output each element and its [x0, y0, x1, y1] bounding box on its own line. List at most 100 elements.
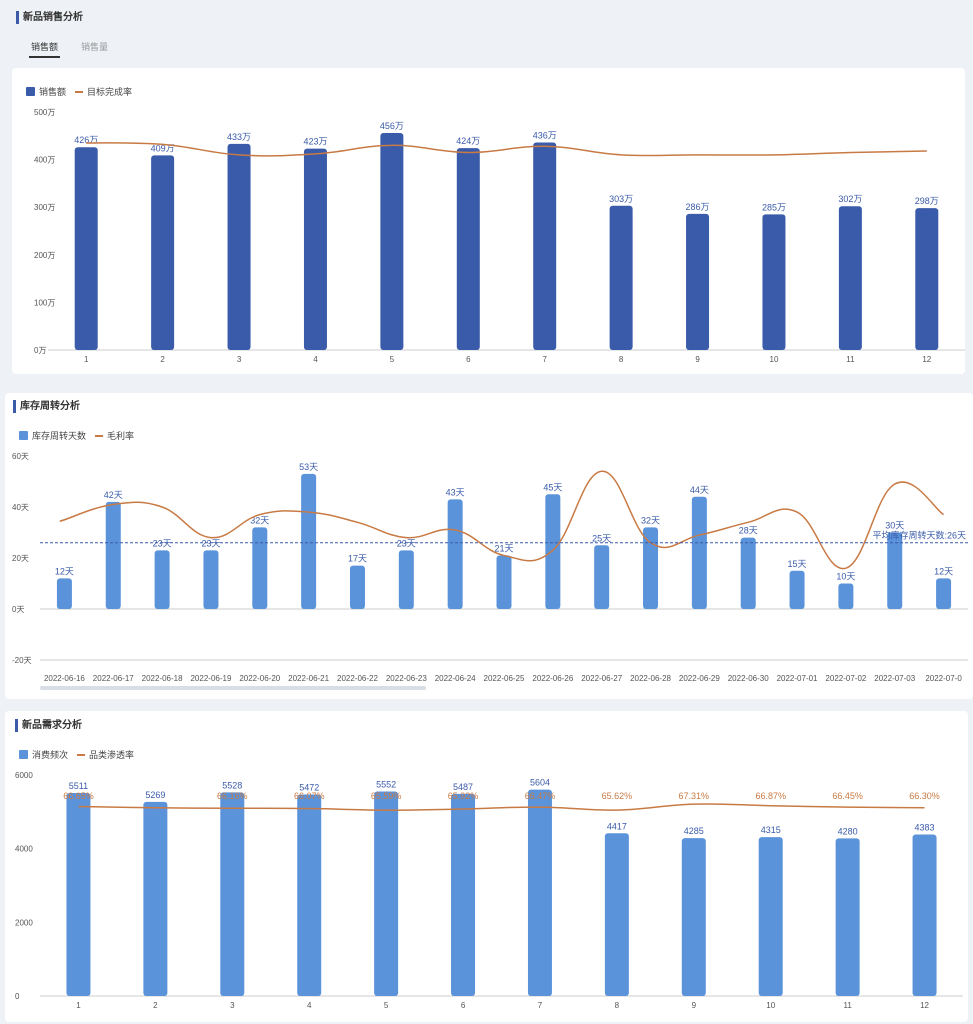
inventory-chart-card: 库存周转分析 库存周转天数 毛利率 60天 40天 20天 0天 -20天 12天 2022… [5, 393, 973, 699]
bar-data-label: 5269 [145, 790, 165, 800]
bar [66, 793, 91, 996]
bar [533, 142, 557, 350]
bar [838, 583, 854, 609]
line-data-label: 66.30% [909, 791, 940, 801]
line-data-label: 67.31% [679, 791, 710, 801]
bar-data-label: 44天 [690, 485, 709, 495]
bar-data-label: 456万 [380, 121, 404, 131]
line-data-label: 65.92% [448, 791, 479, 801]
bar-data-label: 4315 [761, 825, 781, 835]
sales-legend: 销售额 目标完成率 [26, 85, 132, 98]
line-data-label: 66.65% [63, 791, 94, 801]
sales-chart: 500万 400万 300万 200万 100万 0万 426万 1 409万 2 433万 3 423… [34, 108, 965, 364]
average-line-label: 平均库存周转天数:26天 [872, 530, 966, 541]
bar [681, 838, 706, 996]
x-tick-label: 2022-06-16 [44, 674, 85, 683]
line-data-label: 66.45% [832, 791, 863, 801]
bar-data-label: 15天 [788, 559, 807, 569]
bar-data-label: 436万 [533, 130, 557, 140]
bar [456, 148, 480, 350]
y-tick-label: -20天 [12, 656, 32, 665]
line-data-label: 65.59% [371, 791, 402, 801]
bar [527, 789, 552, 996]
inventory-chart: 60天 40天 20天 0天 -20天 12天 2022-06-16 42天 2022-06-1… [12, 452, 968, 683]
bar-data-label: 4417 [607, 821, 627, 831]
bar [105, 501, 121, 609]
bar [154, 550, 170, 609]
legend-line-label[interactable]: 目标完成率 [87, 87, 133, 97]
bar [643, 527, 659, 609]
bar [758, 837, 783, 996]
bar-data-label: 17天 [348, 554, 367, 564]
bar [887, 532, 903, 609]
bar-data-label: 30天 [885, 521, 904, 531]
bar [56, 578, 72, 609]
legend-bar-label[interactable]: 消费频次 [32, 750, 69, 760]
y-tick-label: 0天 [12, 605, 24, 614]
bar-data-label: 5472 [299, 782, 319, 792]
x-tick-label: 6 [461, 1001, 466, 1010]
bar-data-label: 45天 [543, 482, 562, 492]
demand-section-title: 新品需求分析 [15, 719, 82, 732]
legend-bar-label[interactable]: 销售额 [39, 87, 67, 97]
y-tick-label: 200万 [34, 251, 55, 260]
tab-sales-volume[interactable]: 销售量 [81, 42, 109, 52]
bar-data-label: 302万 [838, 194, 862, 204]
legend-line-label[interactable]: 品类渗透率 [89, 750, 135, 760]
line-series-path [59, 470, 945, 569]
line-data-label: 66.16% [217, 791, 248, 801]
x-tick-label: 2022-07-02 [825, 674, 866, 683]
bar [447, 499, 463, 609]
x-tick-label: 2022-07-01 [777, 674, 818, 683]
bar [303, 148, 327, 350]
bar [380, 132, 404, 350]
y-tick-label: 300万 [34, 203, 55, 212]
line-series-path [86, 142, 927, 157]
bar [203, 550, 219, 609]
x-tick-label: 2022-06-20 [239, 674, 280, 683]
legend-bar-label[interactable]: 库存周转天数 [32, 431, 87, 441]
bar [545, 494, 561, 609]
tab-sales-amount[interactable]: 销售额 [28, 42, 61, 58]
x-tick-label: 2022-07-0 [925, 674, 962, 683]
x-tick-label: 2022-06-26 [532, 674, 573, 683]
line-data-label: 66.07% [294, 791, 325, 801]
bar-data-label: 12天 [55, 566, 74, 576]
bar [835, 838, 860, 996]
bar-data-label: 5604 [530, 778, 550, 788]
demand-chart-card: 新品需求分析 消费频次 品类渗透率 6000 4000 2000 0 5511 1 5269… [5, 711, 968, 1022]
bar-data-label: 4280 [838, 826, 858, 836]
horizontal-scrollbar[interactable] [40, 686, 426, 690]
legend-line-swatch [95, 434, 104, 437]
line-data-label: 66.87% [755, 791, 786, 801]
x-tick-label: 4 [307, 1001, 312, 1010]
bar [604, 833, 629, 996]
x-tick-label: 9 [692, 1001, 697, 1010]
bar-data-label: 5552 [376, 780, 396, 790]
x-tick-label: 8 [619, 355, 624, 364]
legend-bar-swatch [19, 431, 28, 440]
x-tick-label: 2022-07-03 [874, 674, 915, 683]
line-series-path [78, 803, 925, 811]
sales-chart-card: 销售额 目标完成率 500万 400万 300万 200万 100万 0万 426万 1 409… [12, 68, 965, 374]
bar [936, 578, 952, 609]
bar-data-label: 4383 [915, 823, 935, 833]
x-tick-label: 2 [153, 1001, 158, 1010]
bar-data-label: 32天 [250, 515, 269, 525]
demand-chart: 6000 4000 2000 0 5511 1 5269 2 5528 3 5472 4 5552 5 54… [15, 771, 963, 1010]
x-tick-label: 1 [76, 1001, 81, 1010]
legend-line-label[interactable]: 毛利率 [107, 431, 135, 441]
bar [220, 792, 245, 996]
bar [301, 473, 317, 609]
bar-data-label: 286万 [686, 202, 710, 212]
x-tick-label: 3 [237, 355, 242, 364]
bar [74, 147, 98, 350]
bar-data-label: 409万 [151, 143, 175, 153]
x-tick-label: 5 [384, 1001, 389, 1010]
x-tick-label: 1 [84, 355, 89, 364]
legend-bar-swatch [26, 87, 35, 96]
bar [374, 791, 399, 996]
bar-data-label: 5528 [222, 780, 242, 790]
bar-data-label: 43天 [446, 487, 465, 497]
x-tick-label: 2022-06-29 [679, 674, 720, 683]
